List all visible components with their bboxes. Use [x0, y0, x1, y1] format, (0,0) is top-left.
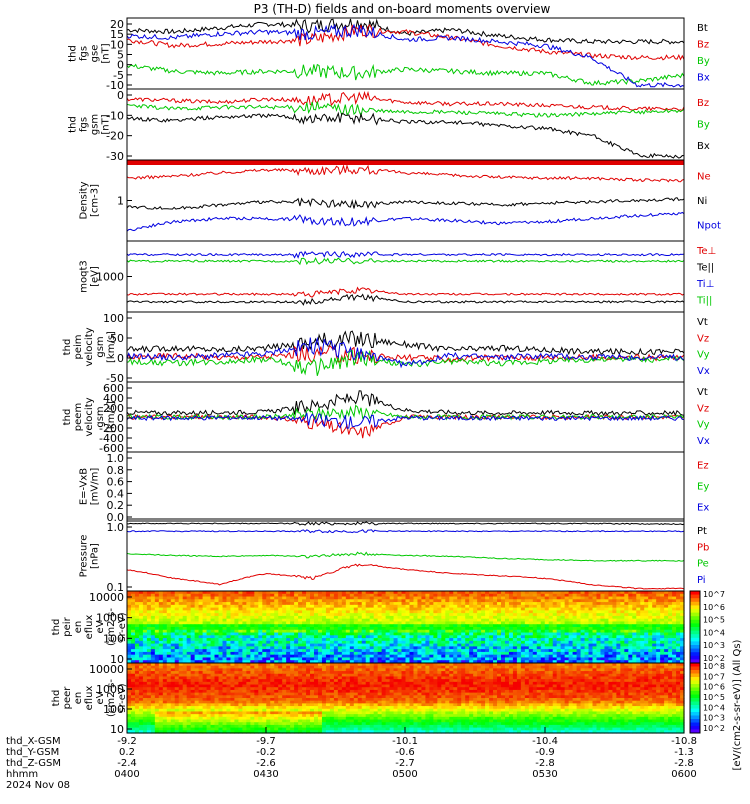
- series-te-line: [127, 295, 684, 305]
- panel-frame: [127, 452, 684, 521]
- series-npot-line: [127, 213, 684, 232]
- series-bx-line: [127, 25, 684, 87]
- y-axis-label: fgs: [79, 117, 90, 132]
- series-ne-line: [127, 166, 684, 182]
- y-tick-label: 0: [117, 89, 124, 102]
- y-axis-label: Pressure: [79, 535, 90, 578]
- y-axis-label: eV: [95, 620, 106, 633]
- series-pe-line: [127, 552, 684, 561]
- y-axis-label: gsm: [95, 336, 106, 357]
- density-flag-bar: [127, 160, 684, 165]
- series-bx-line: [127, 113, 684, 158]
- series-ti-line: [127, 258, 684, 264]
- y-axis-label: [eV]: [90, 266, 101, 287]
- panel-ion-velocity: [127, 312, 684, 382]
- panel-electron-velocity: [127, 382, 684, 452]
- series-vt-line: [127, 391, 684, 416]
- y-axis-label: sr-eV): [117, 612, 128, 641]
- y-axis-label: thd: [51, 619, 62, 636]
- panel-electron-spectrogram: [127, 663, 685, 734]
- y-axis-label: [nT]: [101, 114, 112, 134]
- series-bz-line: [127, 25, 684, 60]
- y-axis-label: gsm: [95, 406, 106, 427]
- y-tick-label: 0: [117, 352, 124, 365]
- y-axis-label: velocity: [84, 327, 95, 366]
- panel-fgs-gse: [127, 18, 684, 89]
- y-axis-label: moqt3: [79, 260, 90, 293]
- series-ni-line: [127, 198, 684, 210]
- panel-density: [127, 160, 684, 241]
- series-pt-line: [127, 522, 684, 525]
- y-axis-label: fgs: [79, 46, 90, 61]
- y-tick-label: 10000: [89, 591, 124, 604]
- y-tick-label: -30: [106, 150, 124, 163]
- series-bt-line: [127, 19, 684, 44]
- y-axis-label: peir: [62, 616, 73, 636]
- y-axis-label: thd: [68, 45, 79, 62]
- panel-ion-spectrogram: [127, 591, 685, 664]
- y-axis-label: [km/s]: [106, 331, 117, 363]
- y-tick-label: 1: [117, 195, 124, 208]
- y-axis-label: (cm2-s-: [106, 608, 117, 646]
- y-axis-label: gsm: [90, 114, 101, 135]
- y-axis-label: thd: [62, 339, 73, 356]
- y-axis-label: [km/s]: [106, 401, 117, 433]
- y-axis-label: en: [73, 621, 84, 634]
- y-axis-label: [mV/m]: [90, 468, 101, 506]
- y-axis-label: Density: [79, 181, 90, 219]
- y-axis-label: [cm-3]: [90, 184, 101, 217]
- y-axis-label: [nT]: [101, 43, 112, 63]
- y-axis-label: thd: [68, 116, 79, 133]
- panel-electric-field: [127, 452, 684, 521]
- y-axis-label: peim: [73, 334, 84, 359]
- panel-pressure: [127, 521, 684, 591]
- series-vt-line: [127, 331, 684, 354]
- series-by-line: [127, 102, 684, 118]
- y-axis-label: thd: [62, 409, 73, 426]
- y-axis-label: gse: [90, 45, 101, 63]
- series-ti-line: [127, 252, 684, 258]
- panel-fgs-gsm: [127, 89, 684, 160]
- series-te-line: [127, 288, 684, 297]
- panel-frame: [127, 312, 684, 382]
- plot-title: P3 (TH-D) fields and on-board moments ov…: [254, 2, 551, 16]
- y-axis-label: E=-VxB: [79, 468, 90, 505]
- y-tick-label: 1.0: [107, 521, 125, 534]
- y-axis-label: [nPa]: [90, 543, 101, 569]
- series-pi-line: [127, 530, 684, 533]
- series-pb-line: [127, 564, 684, 589]
- y-axis-label: peem: [73, 403, 84, 431]
- series-by-line: [127, 64, 684, 85]
- panel-temperature: [127, 241, 684, 312]
- y-axis-label: velocity: [84, 397, 95, 436]
- panel-frame: [127, 89, 684, 160]
- y-tick-label: 100: [103, 312, 124, 325]
- y-axis-label: eflux: [84, 615, 95, 640]
